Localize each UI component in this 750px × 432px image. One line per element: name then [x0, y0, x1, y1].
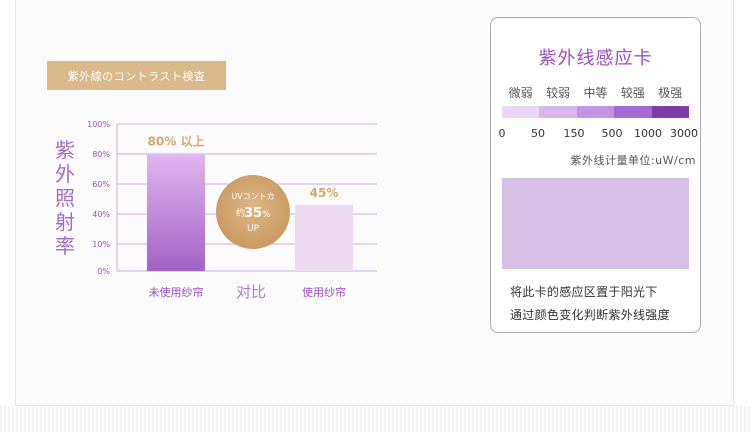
- level-label: 较弱: [546, 86, 571, 100]
- scale-tick: 3000: [670, 127, 698, 140]
- scale-tick: 150: [563, 127, 585, 140]
- badge-circle: [216, 175, 290, 249]
- uv-card: 紫外线感应卡 微弱 较弱 中等 较强 极强 0 50 150 500 1000 3000 紫外线计…: [490, 17, 701, 333]
- scale-segment: [539, 106, 577, 118]
- scale-segment: [651, 106, 689, 118]
- scale-segment: [576, 106, 615, 118]
- compare-label: 对比: [236, 283, 266, 301]
- y-tick-label: 40%: [92, 210, 110, 219]
- y-axis-title: 紫外照射率: [55, 138, 75, 258]
- bar-value-label: 45%: [310, 186, 339, 200]
- bar-1: [147, 153, 205, 271]
- y-tick-label: 0%: [97, 267, 110, 276]
- scale-tick: 50: [531, 127, 545, 140]
- footer-strip: [0, 406, 750, 432]
- level-label: 极强: [658, 86, 683, 100]
- instruction-line-1: 将此卡的感应区置于阳光下: [510, 285, 658, 299]
- scale-tick: 0: [498, 127, 506, 140]
- badge-line3: UP: [247, 224, 260, 234]
- y-tick-label: 60%: [92, 180, 110, 189]
- unit-label: 紫外线计量单位:uW/cm: [570, 154, 696, 167]
- scale-tick: 1000: [634, 127, 662, 140]
- scale-tick: 500: [601, 127, 623, 140]
- bar-value-label: 80% 以上: [148, 133, 205, 148]
- level-label: 中等: [583, 86, 608, 100]
- instruction-line-2: 通过颜色变化判断紫外线强度: [510, 308, 670, 322]
- badge-value: 35: [244, 206, 262, 221]
- card-title: 紫外线感应卡: [538, 48, 653, 69]
- scale-segment: [502, 106, 540, 118]
- level-label: 微弱: [508, 86, 533, 100]
- chart-bars: [147, 153, 353, 271]
- y-tick-label: 10%: [92, 240, 110, 249]
- badge-line1: UVコントカ: [231, 192, 274, 201]
- y-tick-label: 100%: [87, 120, 110, 129]
- badge-approx: 约: [236, 207, 245, 219]
- level-label: 较强: [620, 86, 645, 100]
- category-label: 使用纱帘: [302, 285, 346, 299]
- y-tick-label: 80%: [92, 150, 110, 159]
- badge-unit: %: [262, 210, 271, 220]
- chart-title-tag: 紫外線のコントラスト検査: [47, 61, 226, 90]
- sensor-area: [502, 178, 689, 269]
- bar-2: [295, 204, 353, 271]
- category-label: 未使用纱帘: [149, 285, 204, 299]
- comparison-badge: UVコントカ 约 35 % UP: [216, 175, 290, 249]
- scale-segment: [614, 106, 652, 118]
